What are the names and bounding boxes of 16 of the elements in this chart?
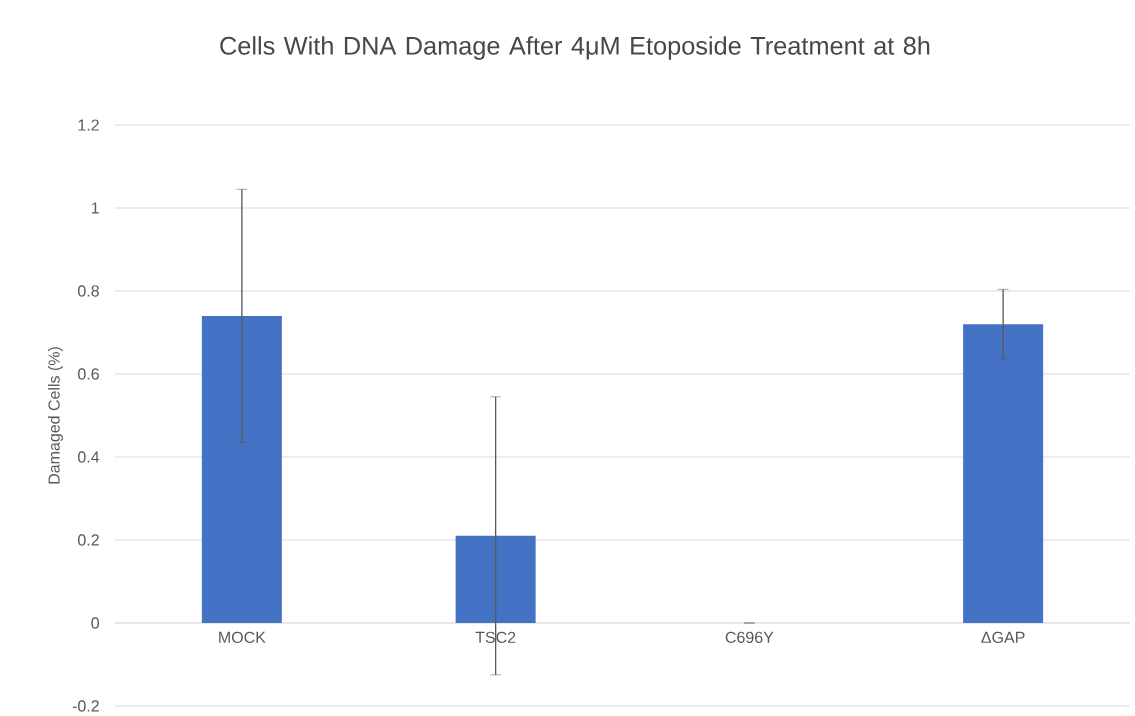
y-tick-label: 0.4 (78, 451, 100, 463)
y-tick-label: 1.2 (78, 119, 99, 131)
y-axis-title: Damaged Cells (%) (48, 347, 63, 484)
y-tick-label: 0.2 (78, 534, 99, 546)
y-tick-label: 0.6 (78, 368, 99, 380)
bar (201, 315, 282, 623)
y-tick-label: 1 (91, 202, 99, 214)
x-tick-label: MOCK (219, 631, 266, 644)
x-tick-label: ΔGAP (981, 631, 1025, 644)
chart-title: Cells With DNA Damage After 4μM Etoposide Treatment at 8h (220, 36, 930, 60)
bar (963, 324, 1044, 623)
y-tick-label: 0 (91, 617, 100, 629)
y-tick-label: -0.2 (72, 700, 99, 712)
y-tick-label: 0.8 (78, 285, 99, 297)
x-tick-label: C696Y (725, 631, 774, 644)
bar (455, 535, 536, 623)
